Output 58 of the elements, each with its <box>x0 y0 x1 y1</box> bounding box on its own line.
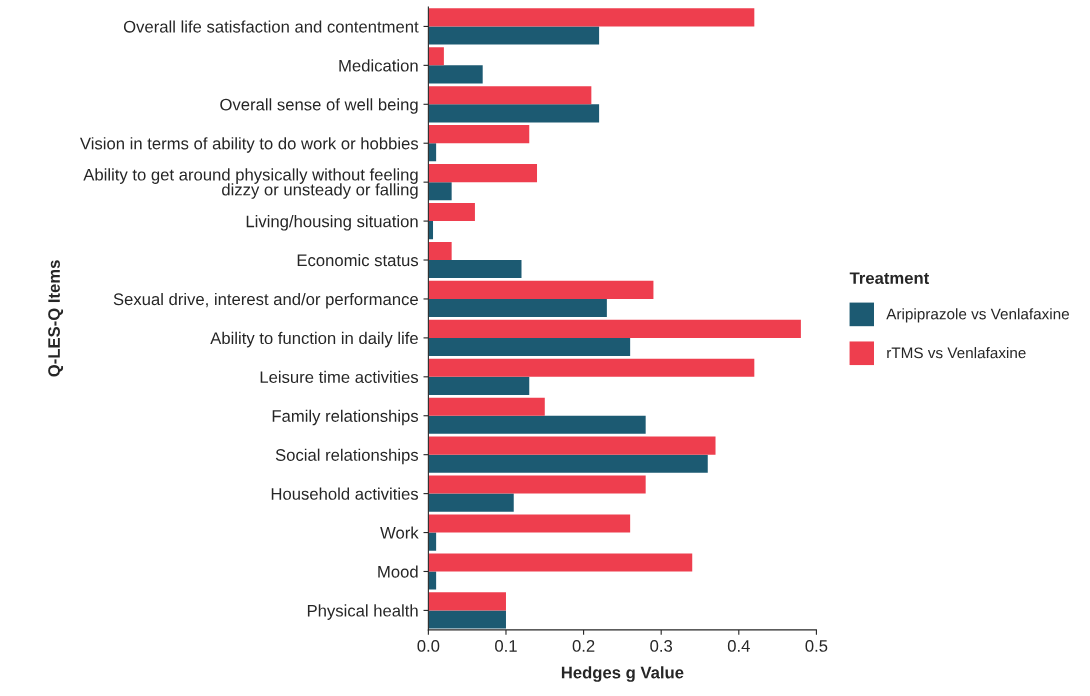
bar <box>428 592 506 611</box>
x-tick-label: 0.0 <box>417 640 440 652</box>
bar <box>428 241 452 261</box>
bar <box>428 164 538 183</box>
x-tick-label: 0.2 <box>572 640 595 652</box>
legend-title: Treatment <box>849 272 930 285</box>
bar <box>428 125 530 144</box>
y-tick-label: Social relationships <box>275 448 419 465</box>
y-tick-label: Household activities <box>271 487 419 500</box>
y-tick-label: Vision in terms of ability to do work or hobbies <box>79 137 419 153</box>
y-axis-title: Q-LES-Q Items <box>48 260 64 377</box>
y-tick-label: Overall life satisfaction and contentment <box>123 20 419 33</box>
y-tick-label: Mood <box>378 565 418 578</box>
x-tick-label: 0.3 <box>650 640 673 652</box>
y-tick-label: Living/housing situation <box>246 215 418 231</box>
bar <box>428 493 514 512</box>
x-tick-label: 0.4 <box>727 640 750 652</box>
bar <box>428 475 646 494</box>
bar <box>428 260 522 279</box>
y-tick-label: Overall sense of well being <box>220 98 418 114</box>
y-tick-label: Medication <box>339 59 418 72</box>
x-tick-label: 0.5 <box>805 640 828 652</box>
bar <box>428 8 755 27</box>
x-axis-title: Hedges g Value <box>561 666 684 682</box>
bar <box>428 298 607 318</box>
bar <box>428 532 437 551</box>
bar <box>428 610 506 629</box>
legend-label: Aripiprazole vs Venlafaxine <box>886 308 1069 323</box>
bar <box>428 319 801 338</box>
bar <box>428 358 755 377</box>
y-tick-label: Sexual drive, interest and/or performance <box>113 292 418 309</box>
bar <box>428 397 545 416</box>
bar <box>428 104 600 123</box>
bar <box>428 553 693 572</box>
y-tick-label: Ability to function in daily life <box>210 331 418 348</box>
bar <box>428 454 708 473</box>
bar <box>428 65 483 84</box>
y-tick-label: Physical health <box>307 604 418 620</box>
bar <box>428 376 530 395</box>
y-tick-label: Ability to get around physically without feeling dizzy or unsteady or falling <box>83 168 418 199</box>
bar <box>428 280 654 299</box>
y-tick-label: Family relationships <box>272 409 419 426</box>
bar <box>428 26 600 45</box>
bar <box>428 143 437 162</box>
bar <box>428 514 631 533</box>
bar <box>428 47 444 66</box>
y-tick-label: Work <box>380 526 419 539</box>
bar <box>428 86 592 105</box>
bar <box>428 436 716 455</box>
bar <box>428 182 452 201</box>
y-tick-label: Economic status <box>297 253 419 267</box>
legend-label: rTMS vs Venlafaxine <box>887 347 1026 359</box>
bar <box>428 337 631 356</box>
x-tick-label: 0.1 <box>495 640 517 652</box>
bar <box>428 415 646 434</box>
bar <box>428 571 437 590</box>
bar <box>428 202 475 222</box>
y-tick-label: Leisure time activities <box>260 370 419 384</box>
